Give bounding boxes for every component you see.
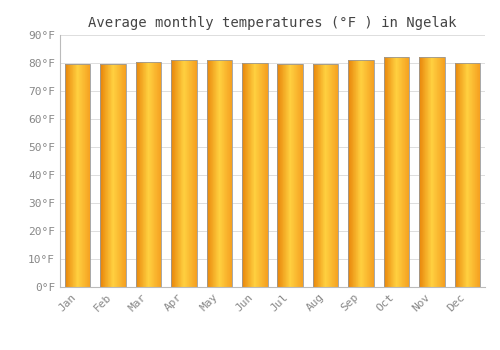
Bar bbox=[454, 63, 480, 287]
Bar bbox=[100, 64, 126, 287]
Title: Average monthly temperatures (°F ) in Ngelak: Average monthly temperatures (°F ) in Ng… bbox=[88, 16, 457, 30]
Bar bbox=[278, 64, 303, 287]
Bar bbox=[136, 62, 162, 287]
Bar bbox=[242, 63, 268, 287]
Bar bbox=[348, 60, 374, 287]
Bar bbox=[171, 60, 196, 287]
Bar bbox=[313, 64, 338, 287]
Bar bbox=[206, 60, 232, 287]
Bar bbox=[65, 64, 90, 287]
Bar bbox=[384, 57, 409, 287]
Bar bbox=[419, 57, 444, 287]
